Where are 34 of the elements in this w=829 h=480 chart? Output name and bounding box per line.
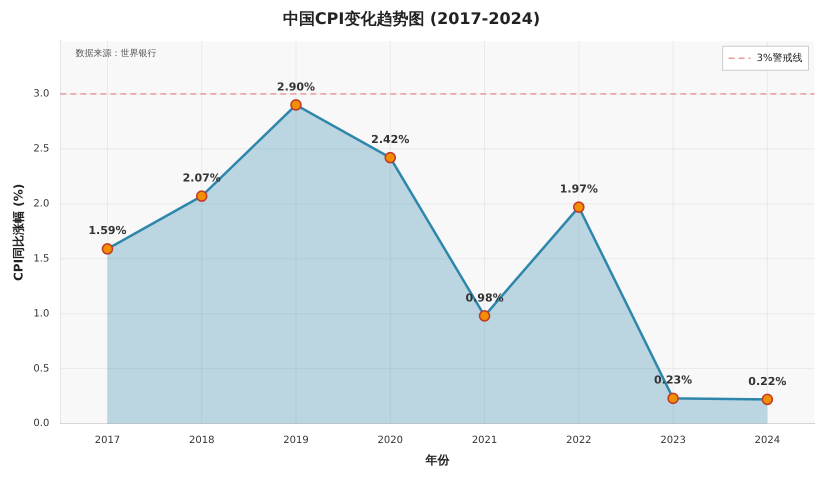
point <box>762 394 774 406</box>
data-label: 1.97% <box>560 182 598 196</box>
data-label: 2.42% <box>371 133 410 146</box>
data-label: 0.22% <box>748 374 786 388</box>
point <box>196 190 208 202</box>
point <box>102 243 114 255</box>
x-tick-label: 2021 <box>472 435 498 446</box>
chart-title: 中国CPI变化趋势图 (2017-2024) <box>282 8 540 28</box>
x-axis-title: 年份 <box>424 452 450 467</box>
x-tick-label: 2017 <box>94 435 120 446</box>
y-tick-label: 2.0 <box>33 198 50 210</box>
point <box>573 201 585 213</box>
y-tick-label: 0.0 <box>33 418 50 430</box>
point <box>667 392 679 404</box>
y-tick-label: 0.5 <box>33 363 50 374</box>
y-tick-label: 1.0 <box>33 308 50 320</box>
point <box>384 152 396 164</box>
y-tick-label: 2.5 <box>33 143 50 154</box>
y-tick-label: 3.0 <box>33 88 50 100</box>
x-tick-label: 2022 <box>566 435 592 446</box>
x-tick-label: 2024 <box>754 435 780 446</box>
legend-label: 3%警戒线 <box>756 52 803 64</box>
x-tick-label: 2023 <box>660 435 686 446</box>
point <box>290 99 302 111</box>
x-tick-label: 2020 <box>378 435 403 446</box>
y-axis-title: CPI同比涨幅 (%) <box>11 184 26 282</box>
data-label: 1.59% <box>88 224 127 238</box>
x-tick-label: 2019 <box>283 435 309 446</box>
x-tick-label: 2018 <box>188 435 214 446</box>
y-tick-label: 1.5 <box>33 253 50 264</box>
data-label: 2.07% <box>182 171 221 184</box>
point <box>478 310 490 322</box>
annotation: 数据来源：世界银行 <box>75 48 156 60</box>
data-label: 2.90% <box>276 80 316 94</box>
